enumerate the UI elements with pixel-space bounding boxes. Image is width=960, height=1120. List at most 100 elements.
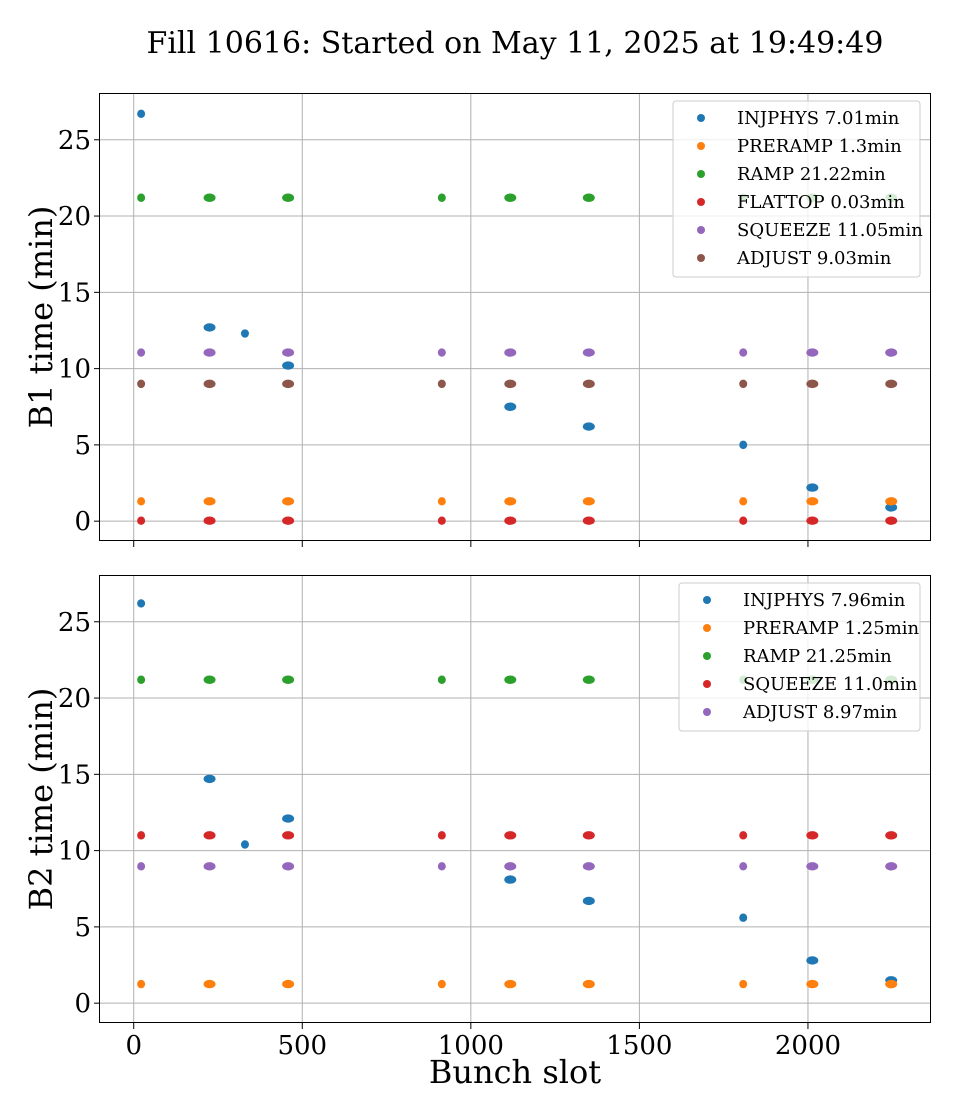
data-point xyxy=(806,379,819,389)
data-point xyxy=(437,862,446,871)
data-point xyxy=(137,675,146,684)
data-point xyxy=(203,193,216,202)
y-tick-label: 25 xyxy=(58,608,91,638)
data-point xyxy=(282,979,295,989)
data-point xyxy=(739,379,748,389)
data-point xyxy=(203,497,216,506)
data-point xyxy=(582,422,595,431)
data-point xyxy=(885,979,898,989)
data-point xyxy=(504,193,517,202)
data-point xyxy=(437,516,446,525)
legend-marker xyxy=(703,708,711,716)
y-tick-label: 10 xyxy=(58,355,91,385)
data-point xyxy=(203,862,216,871)
legend-label: FLATTOP 0.03min xyxy=(737,192,905,213)
data-point xyxy=(504,831,517,840)
data-point xyxy=(806,956,819,965)
data-point xyxy=(137,193,146,202)
data-point xyxy=(137,379,146,389)
data-point xyxy=(203,516,216,525)
data-point xyxy=(582,379,595,389)
y-tick-label: 15 xyxy=(58,760,91,790)
data-point xyxy=(806,831,819,840)
data-point xyxy=(437,348,446,357)
data-point xyxy=(282,862,295,871)
data-point xyxy=(203,379,216,389)
y-tick-label: 10 xyxy=(58,837,91,867)
legend-marker xyxy=(703,652,711,660)
data-point xyxy=(739,440,748,450)
data-point xyxy=(282,193,295,202)
data-point xyxy=(437,379,446,389)
legend-marker xyxy=(703,596,711,604)
data-point xyxy=(885,348,898,357)
data-point xyxy=(582,862,595,871)
data-point xyxy=(806,979,819,989)
data-point xyxy=(437,831,446,840)
data-point xyxy=(137,831,146,840)
data-point xyxy=(437,193,446,202)
data-point xyxy=(739,497,748,506)
data-point xyxy=(203,831,216,840)
y-tick-label: 15 xyxy=(58,278,91,308)
data-point xyxy=(806,483,819,492)
data-point xyxy=(137,348,146,357)
data-point xyxy=(885,831,898,840)
data-point xyxy=(282,497,295,506)
data-point xyxy=(739,913,748,922)
data-point xyxy=(885,503,898,512)
b1-y-axis-label: B1 time (min) xyxy=(22,206,60,429)
y-tick-label: 20 xyxy=(58,684,91,714)
chart-title: Fill 10616: Started on May 11, 2025 at 1… xyxy=(147,26,884,61)
data-point xyxy=(582,497,595,506)
data-point xyxy=(885,497,898,506)
data-point xyxy=(240,840,249,849)
data-point xyxy=(282,675,295,684)
data-point xyxy=(203,323,216,332)
data-point xyxy=(739,831,748,840)
data-point xyxy=(137,979,146,989)
data-point xyxy=(437,675,446,684)
y-tick-label: 5 xyxy=(74,431,91,461)
data-point xyxy=(137,497,146,506)
legend-label: SQUEEZE 11.05min xyxy=(737,220,923,241)
data-point xyxy=(739,516,748,525)
data-point xyxy=(282,831,295,840)
data-point xyxy=(137,516,146,525)
data-point xyxy=(137,109,146,119)
data-point xyxy=(582,896,595,906)
data-point xyxy=(582,831,595,840)
legend-marker xyxy=(703,624,711,632)
data-point xyxy=(806,862,819,871)
data-point xyxy=(437,979,446,989)
b2-y-axis-label: B2 time (min) xyxy=(22,688,60,911)
panel-b1-frame xyxy=(99,93,931,541)
data-point xyxy=(582,979,595,989)
panel-b2: 0 500 1000 1500 2000 0 5 10 15 20 25 B2 time (min)… xyxy=(22,575,931,1061)
y-tick-label: 0 xyxy=(74,507,91,537)
x-axis-label: Bunch slot xyxy=(429,1053,601,1091)
data-point xyxy=(806,516,819,525)
data-point xyxy=(282,361,295,370)
data-point xyxy=(504,402,517,411)
data-point xyxy=(203,774,216,784)
x-tick-label: 1000 xyxy=(438,1031,504,1061)
legend-label: PRERAMP 1.3min xyxy=(737,136,902,157)
y-tick-label: 25 xyxy=(58,126,91,156)
legend-box xyxy=(678,582,921,732)
y-tick-label: 5 xyxy=(74,913,91,943)
legend-marker xyxy=(697,142,705,150)
data-point xyxy=(437,497,446,506)
data-point xyxy=(504,675,517,684)
data-point xyxy=(203,675,216,684)
legend-label: ADJUST 8.97min xyxy=(742,702,898,723)
panel-b1: 0 5 10 15 20 25 B1 time (min) INJPHYS 7.01min… xyxy=(22,93,931,547)
data-point xyxy=(504,348,517,357)
data-point xyxy=(504,497,517,506)
legend-marker xyxy=(697,254,705,262)
data-point xyxy=(739,348,748,357)
legend-label: PRERAMP 1.25min xyxy=(743,618,920,639)
legend-marker xyxy=(697,198,705,206)
x-tick-label: 1500 xyxy=(606,1031,672,1061)
legend-label: SQUEEZE 11.0min xyxy=(743,674,918,695)
